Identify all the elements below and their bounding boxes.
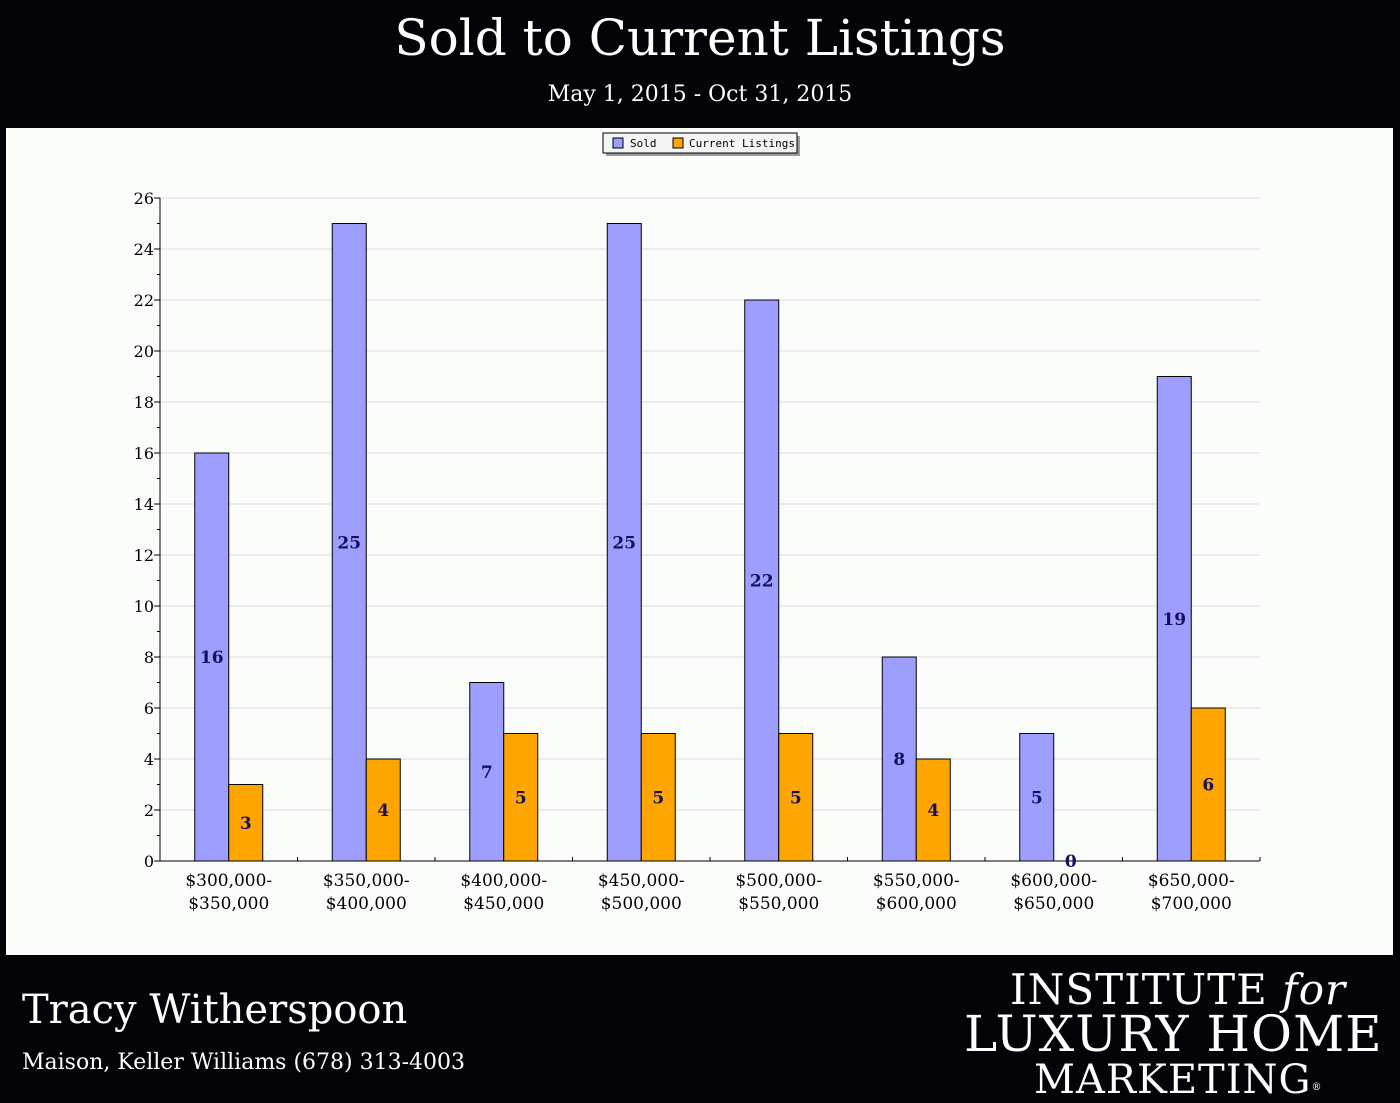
x-category-label: $650,000- <box>1148 871 1235 891</box>
registered-mark: ® <box>1311 1082 1323 1093</box>
current-listings-bar <box>915 758 951 862</box>
x-category-label: $350,000- <box>323 871 410 891</box>
chart-title: Sold to Current Listings <box>394 9 1006 67</box>
logo-line-2: LUXURY HOME <box>964 1005 1383 1063</box>
y-tick-label: 22 <box>134 291 154 310</box>
y-tick-label: 6 <box>144 699 154 718</box>
current-listings-data-label: 3 <box>240 814 252 834</box>
chart-header: Sold to Current Listings May 1, 2015 - O… <box>0 0 1400 128</box>
y-tick-label: 0 <box>144 852 154 871</box>
y-tick-label: 2 <box>144 801 154 820</box>
y-tick-label: 26 <box>134 189 154 208</box>
current-listings-data-label: 5 <box>790 788 802 808</box>
x-category-label: $400,000- <box>460 871 547 891</box>
logo-line-1: INSTITUTE for <box>1010 966 1346 1014</box>
sold-data-label: 5 <box>1031 788 1043 808</box>
legend <box>602 132 798 154</box>
legend-sold-label: Sold <box>630 137 657 150</box>
x-category-label: $450,000- <box>598 871 685 891</box>
y-tick-label: 8 <box>144 648 154 667</box>
current-listings-data-label: 0 <box>1065 852 1077 872</box>
current-listings-data-label: 4 <box>927 801 939 821</box>
y-tick-label: 16 <box>134 444 154 463</box>
agent-name: Tracy Witherspoon <box>22 987 408 1033</box>
x-category-label: $600,000 <box>876 894 957 914</box>
current-listings-bar <box>778 733 814 862</box>
institute-logo: INSTITUTE for LUXURY HOME MARKETING® <box>960 966 1390 1103</box>
legend-sold-swatch <box>612 137 624 149</box>
sold-data-label: 19 <box>1162 610 1186 630</box>
current-listings-bar <box>640 733 676 862</box>
sold-data-label: 25 <box>612 533 636 553</box>
x-category-label: $500,000 <box>601 894 682 914</box>
y-tick-label: 20 <box>134 342 154 361</box>
y-tick-label: 12 <box>134 546 154 565</box>
x-category-label: $700,000 <box>1151 894 1232 914</box>
chart-panel: 0 2 4 6 8 10 12 14 16 18 20 22 24 26 16 3 $300,000- $350,… <box>6 128 1393 955</box>
sold-bar <box>1019 733 1055 862</box>
x-category-label: $500,000- <box>735 871 822 891</box>
sold-bar <box>744 299 780 862</box>
logo-institute-text: INSTITUTE <box>1010 965 1268 1014</box>
sold-bar <box>1156 376 1192 862</box>
x-category-label: $450,000 <box>463 894 544 914</box>
sold-data-label: 16 <box>200 648 224 668</box>
x-category-label: $350,000 <box>188 894 269 914</box>
legend-current-listings-label: Current Listings <box>689 137 795 150</box>
current-listings-data-label: 5 <box>652 788 664 808</box>
logo-for-text: for <box>1282 965 1347 1014</box>
x-category-label: $600,000- <box>1010 871 1097 891</box>
bar-chart: 02468101214161820222426163$300,000-$350,… <box>134 132 1261 914</box>
sold-data-label: 7 <box>481 763 493 783</box>
logo-marketing-text: MARKETING <box>1034 1057 1312 1103</box>
sold-data-label: 22 <box>750 572 774 592</box>
chart-date-range: May 1, 2015 - Oct 31, 2015 <box>547 82 853 107</box>
sold-data-label: 25 <box>337 533 361 553</box>
current-listings-data-label: 5 <box>515 788 527 808</box>
y-tick-label: 4 <box>144 750 154 769</box>
current-listings-data-label: 4 <box>377 801 389 821</box>
y-tick-label: 24 <box>134 240 154 259</box>
x-category-label: $650,000 <box>1013 894 1094 914</box>
sold-data-label: 8 <box>893 750 905 770</box>
sold-bar <box>331 223 367 862</box>
current-listings-bar <box>503 733 539 862</box>
footer: Tracy Witherspoon Maison, Keller William… <box>0 956 1400 1103</box>
current-listings-bar <box>228 784 264 862</box>
current-listings-data-label: 6 <box>1202 776 1214 796</box>
sold-bar <box>194 452 230 862</box>
x-category-label: $550,000 <box>738 894 819 914</box>
x-category-label: $550,000- <box>873 871 960 891</box>
sold-bar <box>469 682 505 862</box>
y-tick-label: 14 <box>134 495 154 514</box>
x-category-label: $300,000- <box>185 871 272 891</box>
current-listings-bar <box>365 758 401 862</box>
y-tick-label: 10 <box>134 597 154 616</box>
sold-bar <box>606 223 642 862</box>
agent-contact-info: Maison, Keller Williams (678) 313-4003 <box>22 1050 466 1075</box>
logo-line-3: MARKETING® <box>1034 1058 1322 1102</box>
legend-current-listings-swatch <box>672 137 684 149</box>
y-tick-label: 18 <box>134 393 154 412</box>
x-category-label: $400,000 <box>326 894 407 914</box>
current-listings-bar <box>1190 707 1226 862</box>
